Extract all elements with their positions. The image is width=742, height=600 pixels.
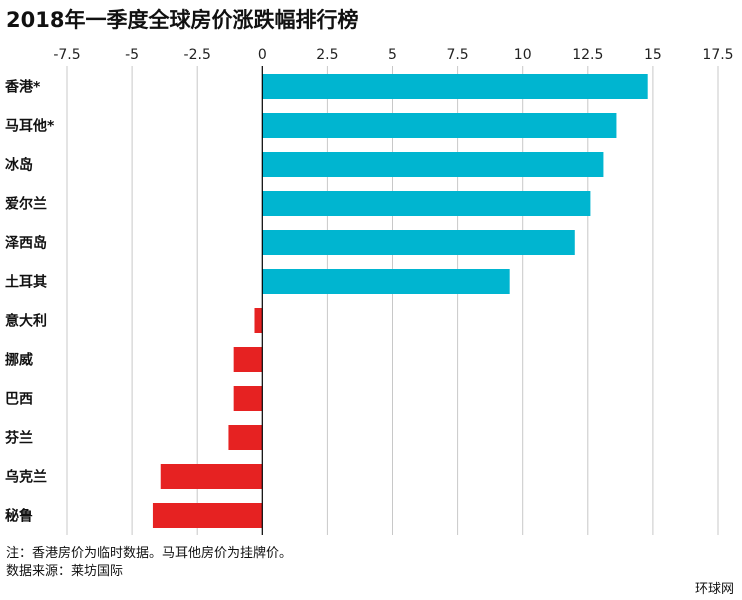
publisher-credit: 环球网 [694, 582, 734, 597]
x-tick-label: -7.5 [53, 47, 80, 63]
category-label: 冰岛 [5, 157, 33, 174]
category-label: 香港* [4, 79, 41, 96]
category-label: 马耳他* [5, 118, 55, 135]
category-label: 秘鲁 [5, 508, 33, 525]
category-label: 巴西 [5, 392, 33, 408]
bar [262, 191, 591, 216]
footnote: 注：香港房价为临时数据。马耳他房价为挂牌价。 [6, 546, 293, 561]
bar [262, 74, 648, 99]
bars [152, 74, 648, 528]
category-label: 爱尔兰 [5, 196, 47, 213]
x-tick-label: 5 [388, 47, 397, 63]
x-tick-label: 7.5 [446, 47, 468, 63]
category-label: 泽西岛 [5, 235, 47, 252]
bar [233, 347, 263, 372]
x-tick-label: 0 [258, 47, 267, 63]
bar [262, 113, 617, 138]
category-label: 意大利 [5, 313, 47, 330]
x-tick-label: 12.5 [572, 47, 603, 63]
x-tick-label: -2.5 [184, 47, 211, 63]
x-tick-label: 17.5 [702, 47, 733, 63]
category-label: 土耳其 [5, 274, 47, 291]
bar [233, 386, 263, 411]
bar [262, 152, 604, 177]
bar [152, 503, 263, 528]
data-source-note: 数据来源：莱坊国际 [6, 564, 124, 579]
category-label: 挪威 [5, 352, 33, 369]
x-tick-label: 15 [644, 47, 662, 63]
bar [228, 425, 263, 450]
grid-lines [66, 66, 719, 535]
category-label: 芬兰 [4, 430, 33, 447]
chart-title: 2018年一季度全球房价涨跌幅排行榜 [6, 8, 359, 32]
x-axis-tick-labels: -7.5 -5 -2.5 0 2.5 5 7.5 10 12.5 15 17.5 [53, 47, 733, 63]
category-label: 乌克兰 [5, 469, 47, 486]
bar [262, 269, 510, 294]
x-tick-label: 2.5 [316, 47, 338, 63]
x-tick-label: -5 [125, 47, 139, 63]
bar [160, 464, 263, 489]
bar [254, 308, 263, 333]
bar [262, 230, 575, 255]
x-tick-label: 10 [514, 47, 532, 63]
